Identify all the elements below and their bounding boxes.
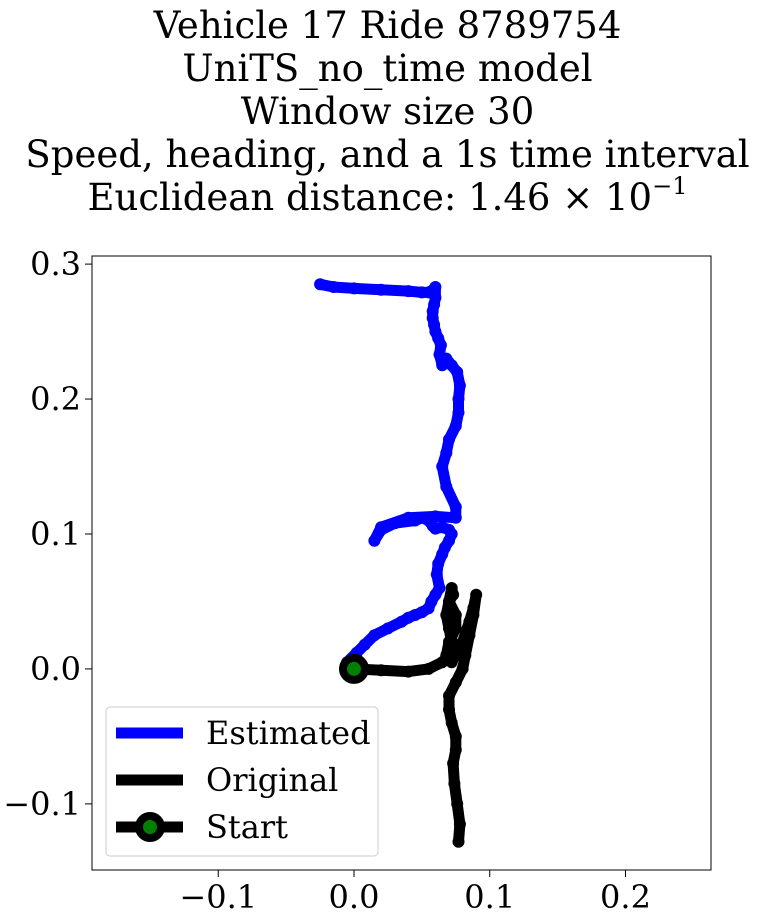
series-point-original: [440, 609, 453, 621]
legend-label-start: Start: [206, 808, 288, 846]
series-point-estimated: [452, 393, 465, 405]
series-point-original: [449, 743, 462, 756]
y-tick-label: 0.0: [30, 650, 81, 688]
series-point-estimated: [375, 521, 388, 534]
series-point-original: [422, 662, 435, 675]
legend-start-marker: [135, 812, 165, 842]
series-point-estimated: [430, 568, 443, 581]
legend-box: [105, 706, 379, 857]
series-point-original: [449, 622, 462, 635]
series-point-estimated: [449, 501, 462, 513]
series-point-estimated: [452, 406, 465, 419]
series-point-estimated: [327, 281, 340, 293]
legend-label-original: Original: [206, 761, 338, 799]
series-point-estimated: [388, 517, 401, 530]
title-line-2: UniTS_no_time model: [182, 47, 593, 90]
title-line-4: Speed, heading, and a 1s time interval: [25, 133, 750, 176]
series-point-original: [451, 797, 464, 810]
series-point-estimated: [449, 420, 462, 432]
distance-mantissa: 1.46: [468, 176, 551, 219]
series-point-original: [452, 835, 465, 848]
series-point-original: [443, 595, 455, 608]
series-point-original: [445, 656, 458, 669]
series-point-estimated: [375, 283, 388, 296]
series-point-original: [459, 649, 472, 662]
series-point-original: [443, 635, 455, 648]
series-point-estimated: [415, 286, 428, 299]
distance-prefix: Euclidean distance:: [87, 176, 469, 219]
series-point-estimated: [348, 282, 360, 295]
series-point-estimated: [440, 480, 453, 493]
plot-area: [314, 278, 483, 848]
series-point-estimated: [453, 379, 466, 392]
series-point-original: [453, 818, 466, 831]
series-point-estimated: [429, 510, 442, 523]
title-line-3: Window size 30: [240, 90, 535, 133]
legend-label-estimated: Estimated: [206, 714, 371, 752]
y-tick-label: 0.1: [30, 515, 81, 553]
series-point-original: [445, 716, 458, 729]
title-line-1: Vehicle 17 Ride 8789754: [153, 4, 622, 47]
y-tick-label: 0.3: [30, 245, 81, 283]
distance-times: ×: [562, 176, 594, 219]
x-tick-label: −0.1: [179, 878, 257, 916]
series-point-estimated: [433, 348, 446, 361]
y-tick-label: 0.2: [30, 380, 81, 418]
series-point-original: [463, 629, 476, 642]
plot-frame: [91, 255, 712, 871]
chart-title: Vehicle 17 Ride 8789754 UniTS_no_time mo…: [0, 0, 775, 219]
series-point-original: [445, 582, 458, 594]
series-point-estimated: [402, 285, 415, 298]
series-point-estimated: [436, 460, 449, 473]
series-point-estimated: [358, 638, 371, 651]
x-tick-label: 0.1: [464, 878, 515, 916]
series-point-estimated: [368, 629, 381, 642]
series-point-original: [443, 689, 455, 702]
series-point-estimated: [368, 534, 381, 547]
series-point-estimated: [432, 557, 445, 570]
series-point-estimated: [440, 447, 453, 459]
series-point-original: [402, 665, 415, 678]
distance-base: 10: [605, 176, 653, 219]
series-point-original: [448, 777, 461, 790]
series-point-estimated: [449, 511, 462, 524]
title-line-5: Euclidean distance: 1.46 × 10−1: [0, 174, 775, 219]
series-point-estimated: [381, 622, 394, 635]
series-point-original: [470, 588, 483, 601]
series-point-estimated: [433, 582, 446, 594]
series-point-original: [449, 730, 462, 743]
y-tick-label: −0.1: [3, 785, 81, 823]
distance-exponent: −1: [652, 172, 688, 200]
start-marker: [338, 653, 369, 684]
series-point-original: [375, 664, 388, 677]
x-tick-label: 0.0: [329, 878, 380, 916]
series-point-estimated: [436, 359, 449, 372]
series-point-original: [467, 609, 480, 621]
series-point-original: [447, 757, 460, 770]
series-point-estimated: [402, 511, 415, 524]
series-point-estimated: [314, 278, 327, 291]
x-tick-label: 0.2: [600, 878, 651, 916]
series-point-original: [449, 609, 462, 621]
series-point-original: [456, 662, 469, 675]
series-point-estimated: [443, 433, 455, 446]
series-point-original: [449, 676, 462, 689]
series-point-original: [443, 703, 455, 716]
